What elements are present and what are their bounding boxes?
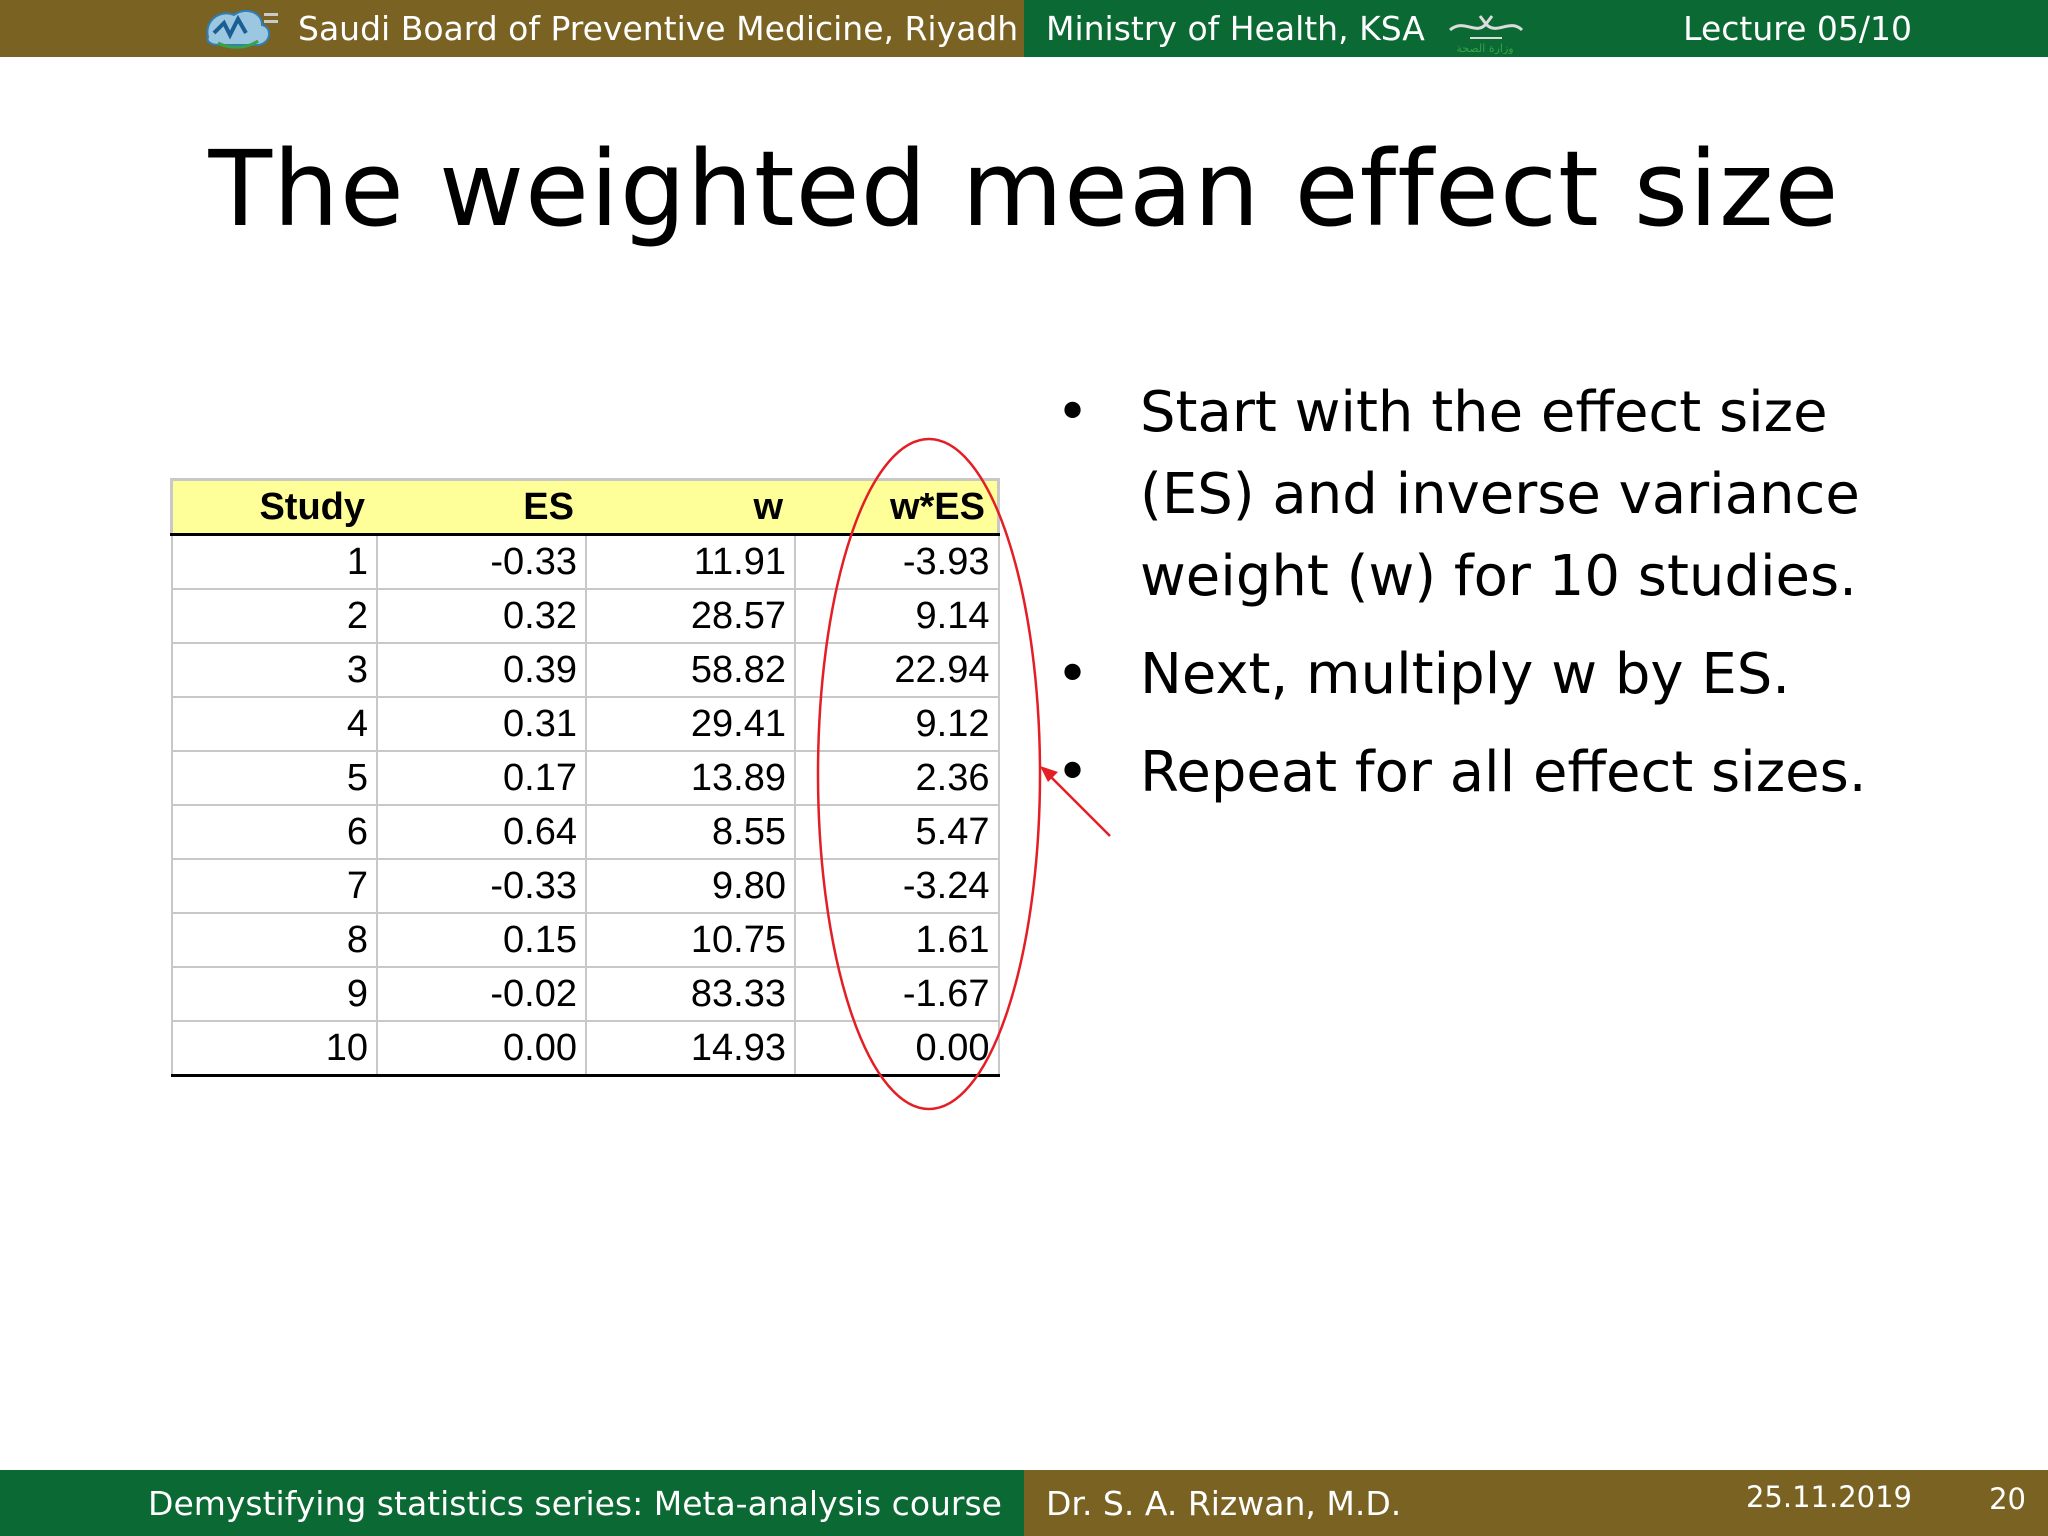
- bullet-text: Repeat for all effect sizes.: [1140, 740, 1867, 805]
- cell-study: 7: [170, 858, 378, 914]
- bullet-item: • Start with the effect size (ES) and in…: [1050, 372, 1950, 618]
- cell-w-es: -1.67: [794, 966, 1000, 1022]
- table-row: 1 -0.33 11.91 -3.93: [170, 533, 1000, 590]
- cell-w: 9.80: [585, 858, 796, 914]
- cell-es: -0.33: [376, 858, 587, 914]
- cell-w: 8.55: [585, 804, 796, 860]
- cell-es: 0.39: [376, 642, 587, 698]
- table-row: 8 0.15 10.75 1.61: [170, 912, 1000, 968]
- header-left-text: Saudi Board of Preventive Medicine, Riya…: [298, 9, 1019, 48]
- cell-w: 58.82: [585, 642, 796, 698]
- footer-left: Demystifying statistics series: Meta-ana…: [0, 1470, 1024, 1536]
- slide-title: The weighted mean effect size: [208, 128, 1840, 250]
- bullet-item: • Repeat for all effect sizes.: [1050, 732, 1950, 814]
- cell-study: 10: [170, 1020, 378, 1077]
- header-study: Study: [170, 478, 377, 536]
- bullet-dot: •: [1056, 380, 1090, 445]
- bullet-text: Start with the effect size (ES) and inve…: [1140, 380, 1860, 609]
- header-right: Ministry of Health, KSA وزارة الصحة Lect…: [1024, 0, 2048, 57]
- svg-text:وزارة الصحة: وزارة الصحة: [1456, 42, 1513, 54]
- bullet-dot: •: [1056, 642, 1090, 707]
- cell-study: 3: [170, 642, 378, 698]
- cell-es: -0.33: [376, 533, 587, 590]
- cell-study: 4: [170, 696, 378, 752]
- cell-w-es: 0.00: [794, 1020, 1000, 1077]
- table-row: 3 0.39 58.82 22.94: [170, 642, 1000, 698]
- cell-w-es: 2.36: [794, 750, 1000, 806]
- cell-w: 28.57: [585, 588, 796, 644]
- cell-es: 0.00: [376, 1020, 587, 1077]
- bullet-item: • Next, multiply w by ES.: [1050, 634, 1950, 716]
- table-row: 4 0.31 29.41 9.12: [170, 696, 1000, 752]
- table-row: 2 0.32 28.57 9.14: [170, 588, 1000, 644]
- cell-es: 0.64: [376, 804, 587, 860]
- header-bar: Saudi Board of Preventive Medicine, Riya…: [0, 0, 2048, 57]
- bullet-dot: •: [1056, 740, 1090, 805]
- cell-w: 11.91: [585, 533, 796, 590]
- cell-w: 10.75: [585, 912, 796, 968]
- cell-es: 0.15: [376, 912, 587, 968]
- sbpm-logo-icon: [206, 9, 278, 49]
- header-right-text: Ministry of Health, KSA: [1046, 9, 1425, 48]
- slide-date: 25.11.2019: [1745, 1480, 1912, 1514]
- table-header-row: Study ES w w*ES: [170, 478, 1000, 536]
- cell-study: 5: [170, 750, 378, 806]
- header-left: Saudi Board of Preventive Medicine, Riya…: [0, 0, 1024, 57]
- cell-es: 0.31: [376, 696, 587, 752]
- cell-study: 8: [170, 912, 378, 968]
- page-number: 20: [1989, 1482, 2026, 1516]
- table-row: 5 0.17 13.89 2.36: [170, 750, 1000, 806]
- cell-study: 9: [170, 966, 378, 1022]
- header-w: w: [586, 478, 795, 536]
- cell-es: -0.02: [376, 966, 587, 1022]
- table-row: 7 -0.33 9.80 -3.24: [170, 858, 1000, 914]
- cell-w: 83.33: [585, 966, 796, 1022]
- author-name: Dr. S. A. Rizwan, M.D.: [1046, 1483, 1402, 1523]
- table-row: 10 0.00 14.93 0.00: [170, 1020, 1000, 1077]
- effect-size-table: Study ES w w*ES 1 -0.33 11.91 -3.93 2 0.…: [170, 478, 1000, 1077]
- cell-w-es: 1.61: [794, 912, 1000, 968]
- moh-emblem-icon: وزارة الصحة: [1449, 15, 1524, 54]
- cell-w-es: 9.12: [794, 696, 1000, 752]
- cell-study: 6: [170, 804, 378, 860]
- footer-right: Dr. S. A. Rizwan, M.D. 25.11.2019 20: [1024, 1470, 2048, 1536]
- cell-es: 0.32: [376, 588, 587, 644]
- bullet-list: • Start with the effect size (ES) and in…: [1050, 372, 1950, 830]
- cell-w: 29.41: [585, 696, 796, 752]
- table-row: 9 -0.02 83.33 -1.67: [170, 966, 1000, 1022]
- cell-w-es: -3.93: [794, 533, 1000, 590]
- cell-w-es: 9.14: [794, 588, 1000, 644]
- header-w-es: w*ES: [795, 478, 1000, 536]
- cell-study: 1: [170, 533, 378, 590]
- bullet-text: Next, multiply w by ES.: [1140, 642, 1791, 707]
- lecture-number: Lecture 05/10: [1683, 9, 1912, 48]
- cell-w-es: -3.24: [794, 858, 1000, 914]
- table-row: 6 0.64 8.55 5.47: [170, 804, 1000, 860]
- cell-study: 2: [170, 588, 378, 644]
- cell-es: 0.17: [376, 750, 587, 806]
- course-name: Demystifying statistics series: Meta-ana…: [148, 1483, 1002, 1523]
- header-es: ES: [377, 478, 586, 536]
- cell-w-es: 5.47: [794, 804, 1000, 860]
- cell-w: 13.89: [585, 750, 796, 806]
- cell-w-es: 22.94: [794, 642, 1000, 698]
- footer-bar: Demystifying statistics series: Meta-ana…: [0, 1470, 2048, 1536]
- cell-w: 14.93: [585, 1020, 796, 1077]
